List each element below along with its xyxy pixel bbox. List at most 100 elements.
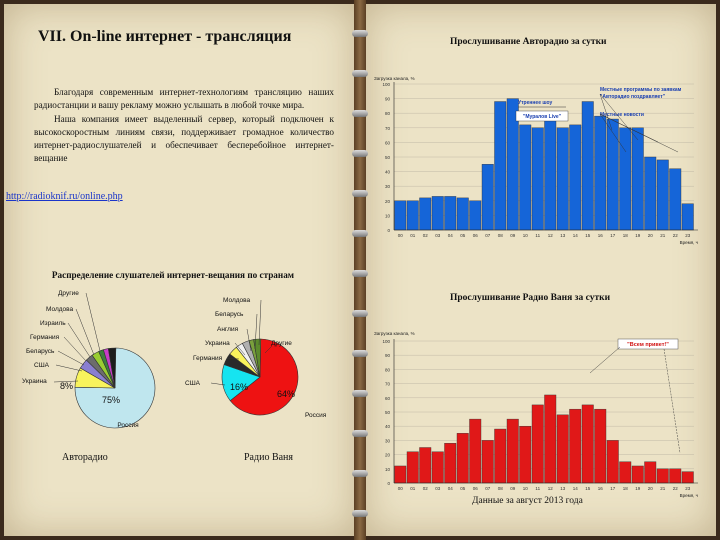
x-tick-label: 20 <box>648 486 654 491</box>
bar <box>481 440 494 484</box>
x-tick-label: 10 <box>523 486 529 491</box>
x-tick-label: 05 <box>460 233 466 238</box>
bar <box>681 203 694 231</box>
pie-leader-line <box>75 308 95 356</box>
bar <box>531 127 544 231</box>
x-tick-label: 03 <box>435 233 441 238</box>
pie-category-label: Молдова <box>46 306 74 313</box>
y-tick-label: 50 <box>385 155 391 160</box>
pie-data-label: 75% <box>102 395 120 405</box>
online-stream-link[interactable]: http://radioknif.ru/online.php <box>6 191 123 202</box>
pie-leader-line <box>53 380 79 383</box>
x-tick-label: 23 <box>685 233 691 238</box>
bar <box>519 124 532 231</box>
annotation-box <box>515 110 569 122</box>
bar <box>531 404 544 484</box>
annotation-pointer <box>663 348 681 454</box>
bar-chart-autoradio: 0 10 20 30 40 50 60 70 80 90 100 00 01 02 03 04 05 06 07 08… <box>374 76 699 245</box>
annotation-pointer <box>599 113 627 153</box>
y-tick-label: 10 <box>385 467 391 472</box>
pie-data-label: 16% <box>230 382 248 392</box>
y-tick-label: 30 <box>385 184 391 189</box>
body-paragraph-1: Благодаря современным интернет-технологи… <box>34 87 334 111</box>
bar <box>419 447 432 484</box>
annotation-local-news: Местные новости <box>600 112 644 118</box>
x-tick-label: 17 <box>610 233 616 238</box>
y-tick-label: 0 <box>387 481 390 486</box>
pie-category-label: США <box>185 380 201 387</box>
x-tick-label: 14 <box>573 486 579 491</box>
pie-category-label: Украина <box>205 340 230 347</box>
x-tick-label: 12 <box>548 233 554 238</box>
x-tick-label: 13 <box>560 233 566 238</box>
x-tick-label: 09 <box>510 486 516 491</box>
pie-leader-line <box>226 357 240 360</box>
annotation-morning-show: Утреннее шоу <box>518 100 553 106</box>
bar <box>656 468 669 484</box>
x-tick-label: 04 <box>448 233 454 238</box>
x-tick-label: 16 <box>598 486 604 491</box>
binder-ring <box>352 190 368 197</box>
binder-ring <box>352 110 368 117</box>
bar <box>644 461 657 484</box>
y-axis-label: Загрузка канала, % <box>374 76 415 81</box>
bar <box>469 418 482 484</box>
x-tick-label: 08 <box>498 233 504 238</box>
x-tick-label: 05 <box>460 486 466 491</box>
annotation-local-programs: Местные программы по заявкам <box>600 87 682 93</box>
bar <box>456 197 469 231</box>
annotation-local-programs-2: "Авторадио поздравляет" <box>600 94 666 100</box>
binder-ring <box>352 350 368 357</box>
x-tick-label: 20 <box>648 233 654 238</box>
binder-ring <box>352 510 368 517</box>
bar <box>681 471 694 484</box>
bar <box>494 101 507 231</box>
binder-ring <box>352 310 368 317</box>
bar <box>569 124 582 231</box>
pie-category-label: Германия <box>193 355 223 362</box>
pie-category-label: Германия <box>30 334 60 341</box>
autoradio-chart-title: Прослушивание Авторадио за сутки <box>450 37 607 47</box>
x-tick-label: 15 <box>585 486 591 491</box>
page-title: VII. On-line интернет - трансляция <box>38 28 292 45</box>
pie-leader-line <box>258 299 262 346</box>
pie-data-label: 64% <box>277 389 295 399</box>
binder-ring <box>352 70 368 77</box>
y-tick-label: 100 <box>382 82 390 87</box>
pie-category-label: Россия <box>117 422 139 429</box>
y-tick-label: 0 <box>387 228 390 233</box>
pie-category-label: Израиль <box>40 320 66 327</box>
x-tick-label: 22 <box>673 486 679 491</box>
pie-slice <box>107 347 117 389</box>
y-tick-label: 40 <box>385 424 391 429</box>
y-tick-label: 70 <box>385 126 391 131</box>
bar <box>444 196 457 231</box>
x-tick-label: 14 <box>573 233 579 238</box>
x-tick-label: 17 <box>610 486 616 491</box>
binder-ring <box>352 430 368 437</box>
body-text: Благодаря современным интернет-технологи… <box>34 86 334 166</box>
pie-category-label: Другие <box>58 290 79 297</box>
x-tick-label: 07 <box>485 486 491 491</box>
x-axis-label: Время, ч <box>680 240 699 245</box>
y-tick-label: 60 <box>385 396 391 401</box>
x-tick-label: 09 <box>510 233 516 238</box>
bar <box>481 164 494 231</box>
binder-ring <box>352 30 368 37</box>
pie-slice <box>229 338 299 416</box>
bar <box>544 394 557 484</box>
annotation-box <box>617 338 679 350</box>
x-tick-label: 12 <box>548 486 554 491</box>
x-tick-label: 19 <box>635 233 641 238</box>
binder-ring <box>352 270 368 277</box>
pie-caption-radiovanya: Радио Ваня <box>244 452 293 463</box>
x-axis-label: Время, ч <box>680 493 699 498</box>
left-paper-sheet <box>4 4 356 536</box>
pie-category-label: Англия <box>217 326 239 333</box>
x-tick-label: 07 <box>485 233 491 238</box>
y-tick-label: 100 <box>382 339 390 344</box>
y-tick-label: 10 <box>385 213 391 218</box>
pie-leader-line <box>55 364 83 372</box>
x-tick-label: 01 <box>410 486 416 491</box>
